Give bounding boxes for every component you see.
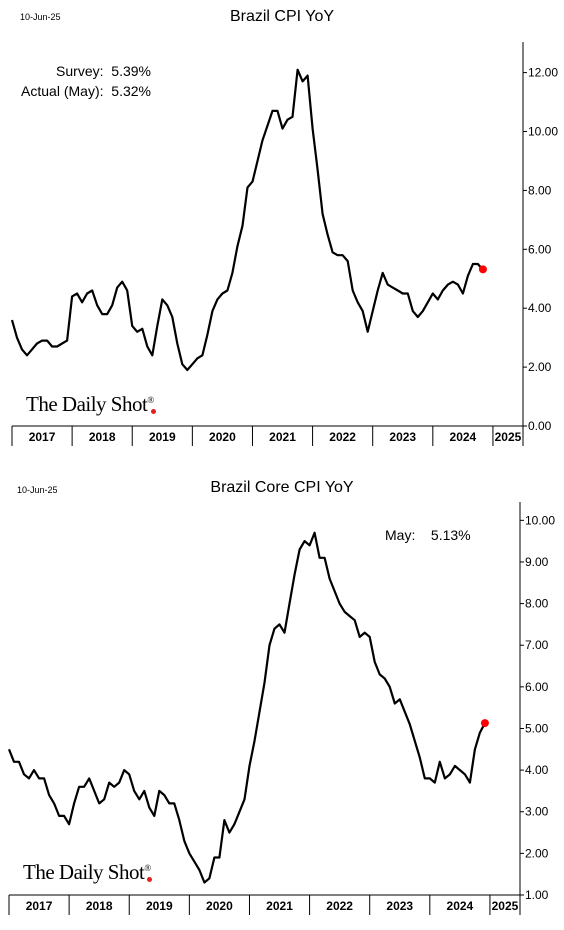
x-tick-label: 2024 bbox=[450, 430, 477, 444]
date-label: 10-Jun-25 bbox=[17, 485, 58, 495]
x-tick-label: 2021 bbox=[266, 899, 293, 913]
series-line bbox=[7, 531, 486, 884]
logo-registered-mark: ® bbox=[144, 863, 151, 873]
x-tick-label: 2023 bbox=[389, 430, 416, 444]
cpi-line-chart: 0.00 2.00 4.00 6.00 8.00 10.00 12.00 2017 2018 20… bbox=[10, 42, 558, 446]
x-tick-label: 2020 bbox=[209, 430, 236, 444]
logo-red-dot bbox=[147, 877, 152, 882]
annotation-survey-label: Survey: 5.39% bbox=[0, 63, 151, 79]
x-tick-label: 2022 bbox=[326, 899, 353, 913]
daily-shot-logo: The Daily Shot® bbox=[26, 392, 156, 417]
logo-text: The Daily Shot bbox=[23, 860, 145, 884]
chart-panel-cpi: 10-Jun-25 Brazil CPI YoY Survey: 5.39% A… bbox=[0, 0, 564, 462]
annotation-actual-label-text: Actual (May): bbox=[21, 83, 104, 99]
y-tick-label: 6.00 bbox=[525, 680, 549, 694]
y-tick-label: 3.00 bbox=[525, 805, 549, 819]
y-tick-label: 8.00 bbox=[525, 597, 549, 611]
x-tick-label: 2019 bbox=[149, 430, 176, 444]
y-tick-label: 1.00 bbox=[525, 888, 549, 902]
x-tick-label: 2024 bbox=[447, 899, 474, 913]
logo-red-dot bbox=[151, 409, 156, 414]
y-tick-label: 8.00 bbox=[528, 183, 552, 197]
annotation-survey-label-text: Survey: bbox=[56, 63, 104, 79]
logo-text: The Daily Shot bbox=[26, 392, 148, 416]
last-value-marker bbox=[478, 265, 487, 274]
annotation-may: May: 5.13% bbox=[385, 527, 471, 543]
annotation-may-value: 5.13% bbox=[430, 527, 471, 543]
series-line bbox=[10, 68, 484, 372]
annotation-may-label: May: bbox=[385, 527, 416, 543]
chart-title: Brazil Core CPI YoY bbox=[210, 479, 354, 496]
x-tick-label: 2023 bbox=[386, 899, 413, 913]
x-tick-label: 2017 bbox=[26, 899, 53, 913]
annotation-actual-value: 5.32% bbox=[111, 83, 151, 99]
x-tick-label: 2025 bbox=[495, 430, 522, 444]
x-tick-label: 2018 bbox=[89, 430, 116, 444]
y-tick-label: 10.00 bbox=[528, 125, 558, 139]
y-tick-label: 7.00 bbox=[525, 638, 549, 652]
x-tick-label: 2017 bbox=[29, 430, 56, 444]
x-tick-label: 2018 bbox=[86, 899, 113, 913]
annotation-survey-value: 5.39% bbox=[111, 63, 151, 79]
logo-registered-mark: ® bbox=[147, 395, 154, 405]
y-tick-label: 6.00 bbox=[528, 242, 552, 256]
last-value-marker bbox=[480, 719, 489, 728]
date-label: 10-Jun-25 bbox=[20, 12, 61, 22]
y-tick-label: 0.00 bbox=[528, 419, 552, 433]
y-tick-label: 5.00 bbox=[525, 721, 549, 735]
annotation-actual-label: Actual (May): 5.32% bbox=[0, 83, 151, 99]
y-tick-label: 4.00 bbox=[525, 763, 549, 777]
y-tick-label: 12.00 bbox=[528, 66, 558, 80]
y-tick-label: 4.00 bbox=[528, 301, 552, 315]
x-tick-label: 2022 bbox=[329, 430, 356, 444]
y-tick-label: 9.00 bbox=[525, 555, 549, 569]
daily-shot-logo: The Daily Shot® bbox=[23, 860, 152, 885]
x-tick-label: 2019 bbox=[146, 899, 173, 913]
x-tick-label: 2021 bbox=[269, 430, 296, 444]
core-cpi-line-chart: 1.00 2.00 3.00 4.00 5.00 6.00 7.00 8.00 9.00 10.0… bbox=[7, 502, 555, 915]
chart-title: Brazil CPI YoY bbox=[229, 8, 335, 25]
x-tick-label: 2025 bbox=[492, 899, 519, 913]
y-tick-label: 2.00 bbox=[528, 360, 552, 374]
y-tick-label: 10.00 bbox=[525, 513, 555, 527]
y-tick-label: 2.00 bbox=[525, 846, 549, 860]
x-tick-label: 2020 bbox=[206, 899, 233, 913]
chart-panel-core-cpi: 10-Jun-25 Brazil Core CPI YoY May: 5.13%… bbox=[0, 468, 564, 930]
